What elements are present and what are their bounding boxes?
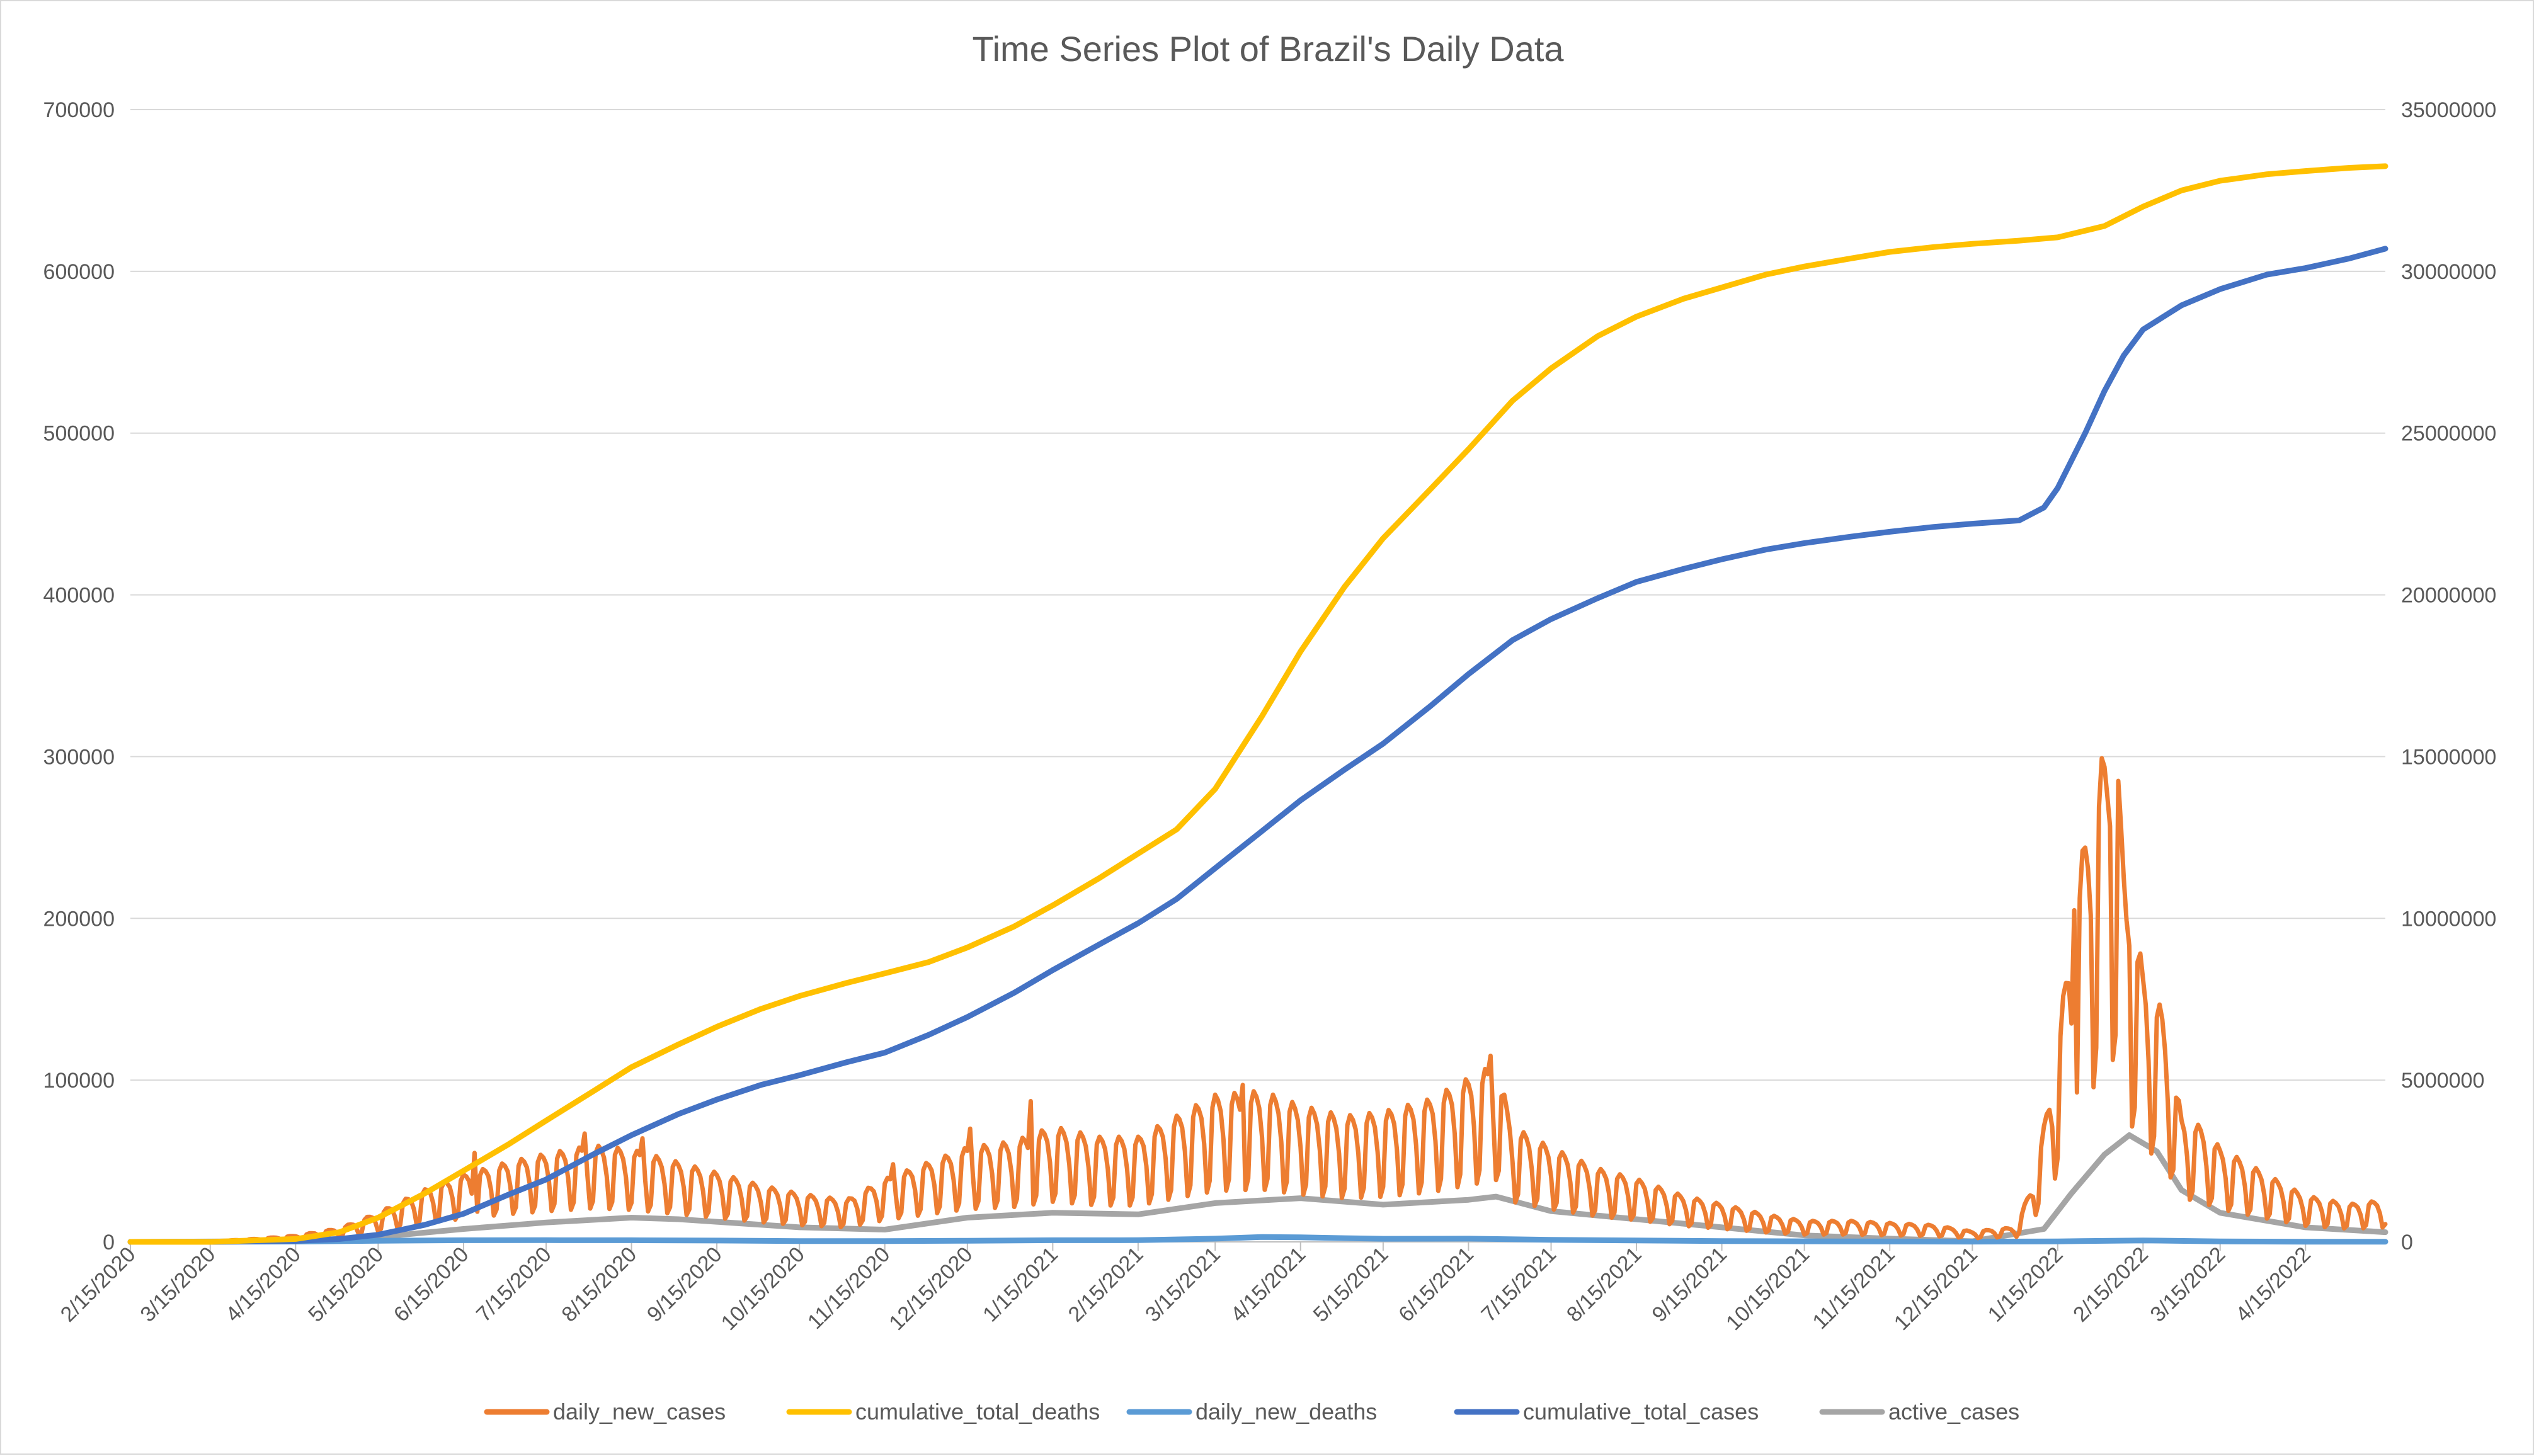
x-tick-label: 11/15/2021 bbox=[1808, 1243, 1899, 1334]
left-tick-label: 500000 bbox=[43, 422, 115, 446]
legend: daily_new_cases cumulative_total_deaths da… bbox=[484, 1399, 2019, 1425]
x-tick-label: 1/15/2022 bbox=[1983, 1243, 2068, 1327]
left-tick-label: 400000 bbox=[43, 584, 115, 608]
x-tick-label: 4/15/2020 bbox=[221, 1243, 305, 1327]
x-tick-label: 5/15/2020 bbox=[304, 1243, 388, 1327]
x-tick-label: 7/15/2021 bbox=[1476, 1243, 1561, 1327]
legend-label: daily_new_deaths bbox=[1196, 1399, 1377, 1425]
gridlines bbox=[130, 109, 2385, 1243]
x-tick-label: 12/15/2021 bbox=[1890, 1243, 1982, 1335]
left-axis: 0 100000 200000 300000 400000 500000 600000 700… bbox=[43, 98, 115, 1254]
right-axis: 0 5000000 10000000 15000000 20000000 25000000… bbox=[2401, 98, 2496, 1254]
series-line-cumulative_total_deaths bbox=[127, 163, 2388, 1245]
x-tick-label: 9/15/2020 bbox=[642, 1243, 727, 1327]
right-tick-label: 35000000 bbox=[2401, 98, 2496, 122]
right-tick-label: 30000000 bbox=[2401, 260, 2496, 284]
x-tick-label: 6/15/2020 bbox=[389, 1243, 474, 1327]
x-tick-label: 10/15/2021 bbox=[1721, 1243, 1814, 1335]
series-layer bbox=[127, 163, 2388, 1245]
x-tick-label: 2/15/2021 bbox=[1064, 1243, 1148, 1327]
x-tick-label: 2/15/2022 bbox=[2069, 1243, 2153, 1327]
legend-label: cumulative_total_cases bbox=[1523, 1399, 1759, 1425]
left-tick-label: 200000 bbox=[43, 907, 115, 931]
right-tick-label: 20000000 bbox=[2401, 584, 2496, 608]
x-tick-label: 8/15/2020 bbox=[557, 1243, 641, 1327]
chart-title: Time Series Plot of Brazil's Daily Data bbox=[972, 29, 1564, 69]
right-tick-label: 25000000 bbox=[2401, 422, 2496, 446]
legend-label: daily_new_cases bbox=[553, 1399, 726, 1425]
legend-label: active_cases bbox=[1888, 1399, 2019, 1425]
x-tick-label: 11/15/2020 bbox=[803, 1243, 894, 1334]
x-tick-label: 6/15/2021 bbox=[1394, 1243, 1478, 1327]
x-tick-label: 7/15/2020 bbox=[472, 1243, 556, 1327]
x-tick-label: 5/15/2021 bbox=[1309, 1243, 1393, 1327]
series-line-daily_new_cases bbox=[128, 756, 2388, 1244]
series-line-active_cases bbox=[127, 1132, 2388, 1245]
x-tick-label: 4/15/2022 bbox=[2231, 1243, 2315, 1327]
left-tick-label: 600000 bbox=[43, 260, 115, 284]
right-tick-label: 5000000 bbox=[2401, 1069, 2484, 1093]
right-tick-label: 0 bbox=[2401, 1231, 2413, 1254]
left-tick-label: 300000 bbox=[43, 745, 115, 769]
x-tick-label: 9/15/2021 bbox=[1647, 1243, 1732, 1327]
x-tick-label: 4/15/2021 bbox=[1226, 1243, 1311, 1327]
series-line-daily_new_deaths bbox=[127, 1234, 2388, 1245]
x-tick-label: 2/15/2020 bbox=[56, 1243, 140, 1327]
x-tick-label: 1/15/2021 bbox=[978, 1243, 1063, 1327]
left-tick-label: 100000 bbox=[43, 1069, 115, 1093]
x-tick-label: 3/15/2021 bbox=[1141, 1243, 1225, 1327]
legend-label: cumulative_total_deaths bbox=[855, 1399, 1100, 1425]
right-tick-label: 15000000 bbox=[2401, 745, 2496, 769]
right-tick-label: 10000000 bbox=[2401, 907, 2496, 931]
x-tick-label: 3/15/2022 bbox=[2146, 1243, 2230, 1327]
x-tick-label: 10/15/2020 bbox=[717, 1243, 809, 1335]
x-tick-label: 12/15/2020 bbox=[884, 1243, 977, 1335]
left-tick-label: 0 bbox=[103, 1231, 115, 1254]
x-tick-label: 8/15/2021 bbox=[1562, 1243, 1647, 1327]
x-tick-label: 3/15/2020 bbox=[136, 1243, 220, 1327]
left-tick-label: 700000 bbox=[43, 98, 115, 122]
series-line-cumulative_total_cases bbox=[127, 246, 2388, 1245]
